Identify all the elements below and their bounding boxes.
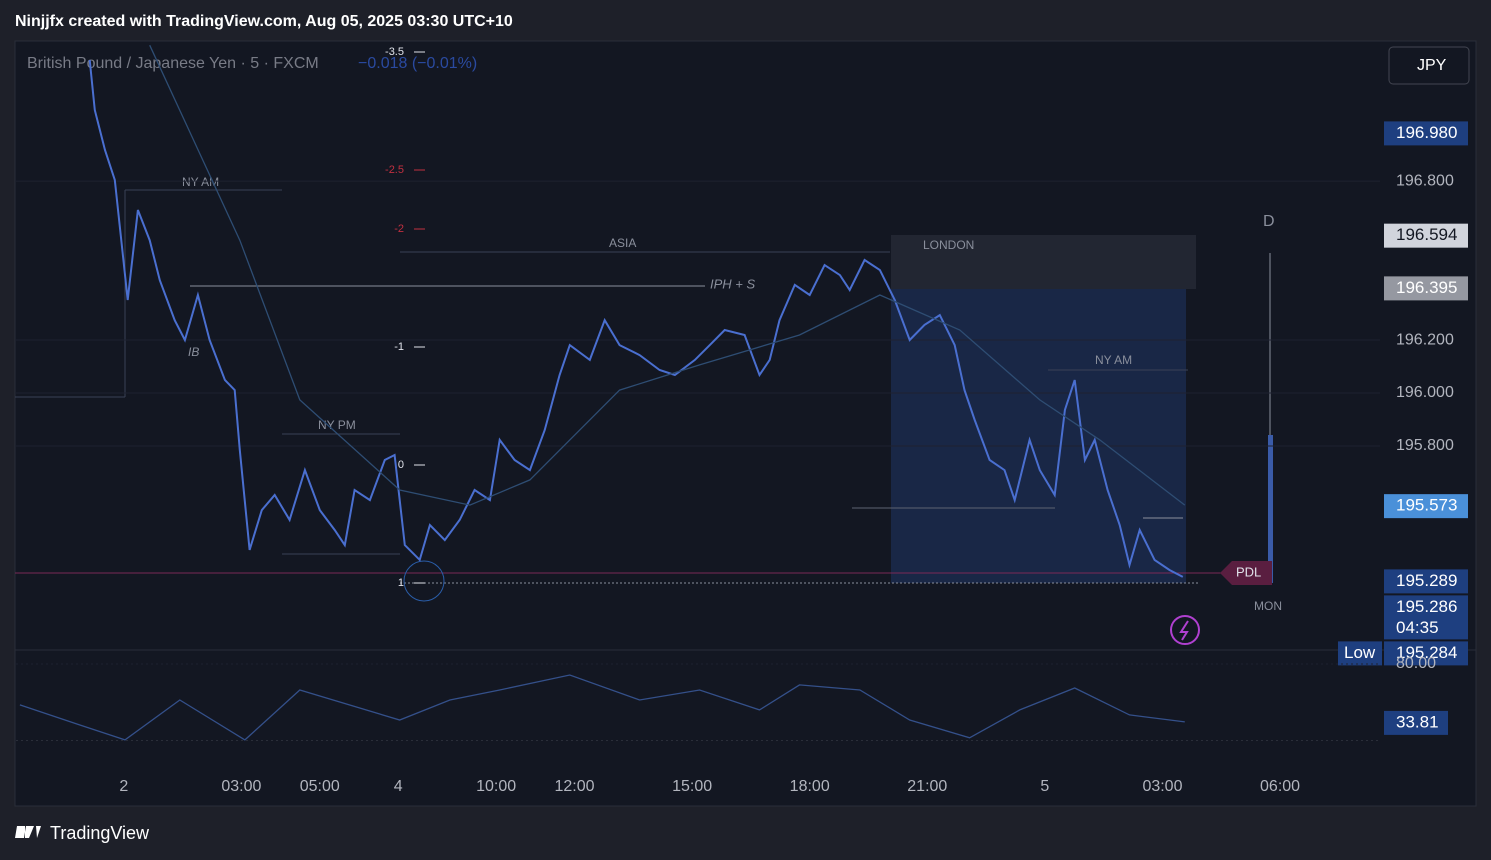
x-tick-label: 03:00 bbox=[1142, 778, 1182, 795]
price-label: 195.289 bbox=[1396, 571, 1457, 590]
price-label-bg bbox=[1384, 569, 1468, 594]
x-tick-label: 06:00 bbox=[1260, 778, 1300, 795]
x-tick-label: 2 bbox=[119, 778, 128, 795]
fib-label: -2.5 bbox=[385, 164, 404, 176]
low-tag bbox=[1338, 641, 1382, 666]
price-label-bg bbox=[1384, 710, 1448, 735]
ann: IPH + S bbox=[710, 276, 755, 291]
header: Ninjjfx created with TradingView.com, Au… bbox=[15, 13, 513, 30]
ann: NY AM bbox=[1095, 353, 1132, 367]
price-label: 196.395 bbox=[1396, 278, 1457, 297]
price-label: 196.980 bbox=[1396, 123, 1457, 142]
x-tick-label: 12:00 bbox=[555, 778, 595, 795]
chart-panel bbox=[14, 40, 1477, 807]
ann: D bbox=[1263, 213, 1275, 230]
ann: NY PM bbox=[318, 418, 356, 432]
price-label-bg bbox=[1384, 276, 1468, 301]
footer: TradingView bbox=[50, 823, 150, 843]
ann: LONDON bbox=[923, 238, 974, 252]
price-label-bg bbox=[1384, 641, 1468, 666]
x-tick-label: 4 bbox=[394, 778, 403, 795]
fib-label: 1 bbox=[398, 577, 404, 589]
tv-logo bbox=[15, 826, 41, 838]
y-tick-label: 80.00 bbox=[1396, 655, 1436, 672]
y-tick-label: 195.800 bbox=[1396, 437, 1454, 454]
price-label: 196.594 bbox=[1396, 225, 1457, 244]
series-line bbox=[19, 674, 1185, 741]
currency-button[interactable] bbox=[1388, 46, 1470, 85]
ann: ASIA bbox=[609, 236, 636, 250]
london-box bbox=[891, 235, 1196, 289]
alert-icon[interactable] bbox=[1170, 615, 1200, 645]
fib-label: 0 bbox=[398, 459, 404, 471]
x-tick-label: 5 bbox=[1040, 778, 1049, 795]
low-label: Low bbox=[1344, 643, 1376, 662]
fib-levels: -3.5 -2.5 -2 -1 0 1 bbox=[385, 46, 425, 589]
countdown: 04:35 bbox=[1396, 618, 1439, 637]
pdl: PDL bbox=[1236, 564, 1261, 579]
price-label: 195.286 bbox=[1396, 597, 1457, 616]
price-label: 195.284 bbox=[1396, 643, 1457, 662]
ann: MON bbox=[1254, 599, 1282, 613]
price-label-bg bbox=[1384, 595, 1468, 640]
fib-label: -3.5 bbox=[385, 46, 404, 58]
ann: IB bbox=[188, 345, 199, 359]
pdl-tag bbox=[1220, 561, 1272, 585]
ny-box bbox=[891, 289, 1186, 583]
symbol-title: British Pound / Japanese Yen · 5 · FXCM bbox=[27, 55, 319, 72]
x-tick-label: 21:00 bbox=[907, 778, 947, 795]
fib-label: -2 bbox=[394, 223, 404, 235]
y-tick-label: 196.200 bbox=[1396, 331, 1454, 348]
price-label-bg bbox=[1384, 223, 1468, 248]
x-tick-label: 10:00 bbox=[476, 778, 516, 795]
price-label-bg bbox=[1384, 494, 1468, 519]
circle bbox=[403, 560, 445, 602]
change: −0.018 (−0.01%) bbox=[358, 55, 477, 72]
currency: JPY bbox=[1417, 57, 1447, 74]
x-tick-label: 03:00 bbox=[221, 778, 261, 795]
series-line bbox=[149, 44, 1186, 506]
ann: NY AM bbox=[182, 175, 219, 189]
x-tick-label: 05:00 bbox=[300, 778, 340, 795]
bolt bbox=[1179, 620, 1189, 641]
y-tick-label: 196.800 bbox=[1396, 172, 1454, 189]
fib-label: -1 bbox=[394, 341, 404, 353]
price-label: 33.81 bbox=[1396, 712, 1439, 731]
d-candle bbox=[1268, 435, 1273, 583]
x-tick-label: 15:00 bbox=[672, 778, 712, 795]
series-line bbox=[88, 59, 1184, 578]
y-tick-label: 196.000 bbox=[1396, 384, 1454, 401]
price-label: 195.573 bbox=[1396, 496, 1457, 515]
price-label-bg bbox=[1384, 121, 1468, 146]
x-tick-label: 18:00 bbox=[790, 778, 830, 795]
